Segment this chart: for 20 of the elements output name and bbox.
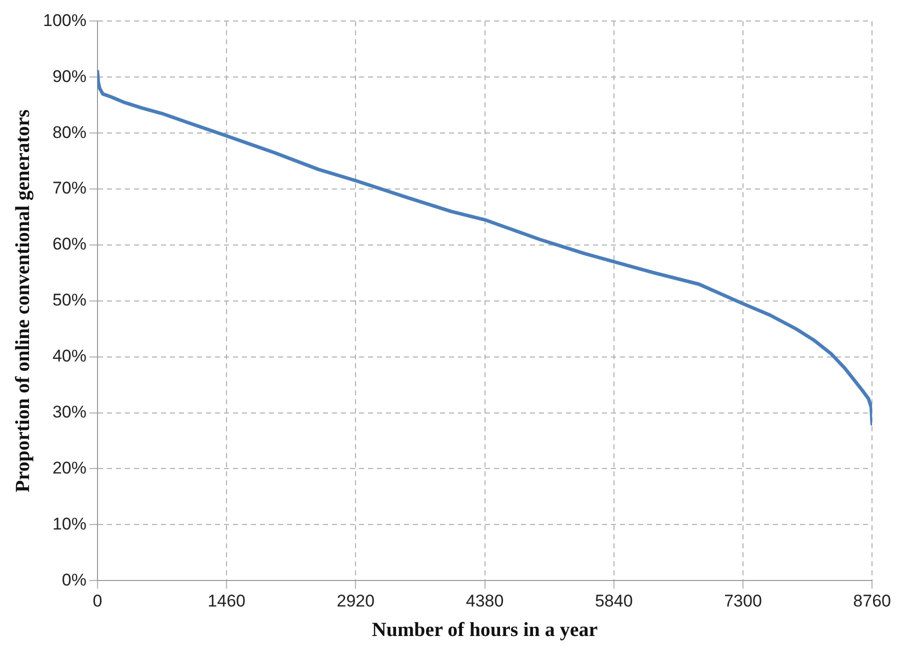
y-tick-label: 10% (52, 514, 86, 534)
y-tick-label: 90% (52, 66, 86, 86)
y-tick-label: 30% (52, 402, 86, 422)
x-tick-label: 8760 (853, 591, 892, 610)
y-tick-label: 80% (52, 122, 86, 142)
x-axis-title: Number of hours in a year (372, 619, 598, 642)
x-tick-label: 0 (92, 591, 102, 610)
x-tick-label: 5840 (594, 591, 633, 610)
y-tick-label: 20% (52, 458, 86, 478)
y-tick-label: 60% (52, 234, 86, 254)
y-tick-label: 0% (62, 570, 86, 590)
x-tick-label: 7300 (724, 591, 762, 610)
y-tick-label: 70% (52, 178, 86, 198)
y-tick-label: 40% (52, 346, 86, 366)
y-tick-label: 100% (42, 10, 86, 30)
y-tick-label: 50% (52, 290, 86, 310)
x-tick-label: 4380 (466, 591, 504, 610)
x-tick-label: 2920 (336, 591, 375, 610)
x-tick-label: 1460 (208, 591, 246, 610)
y-axis-title: Proportion of online conventional generators (12, 109, 34, 492)
